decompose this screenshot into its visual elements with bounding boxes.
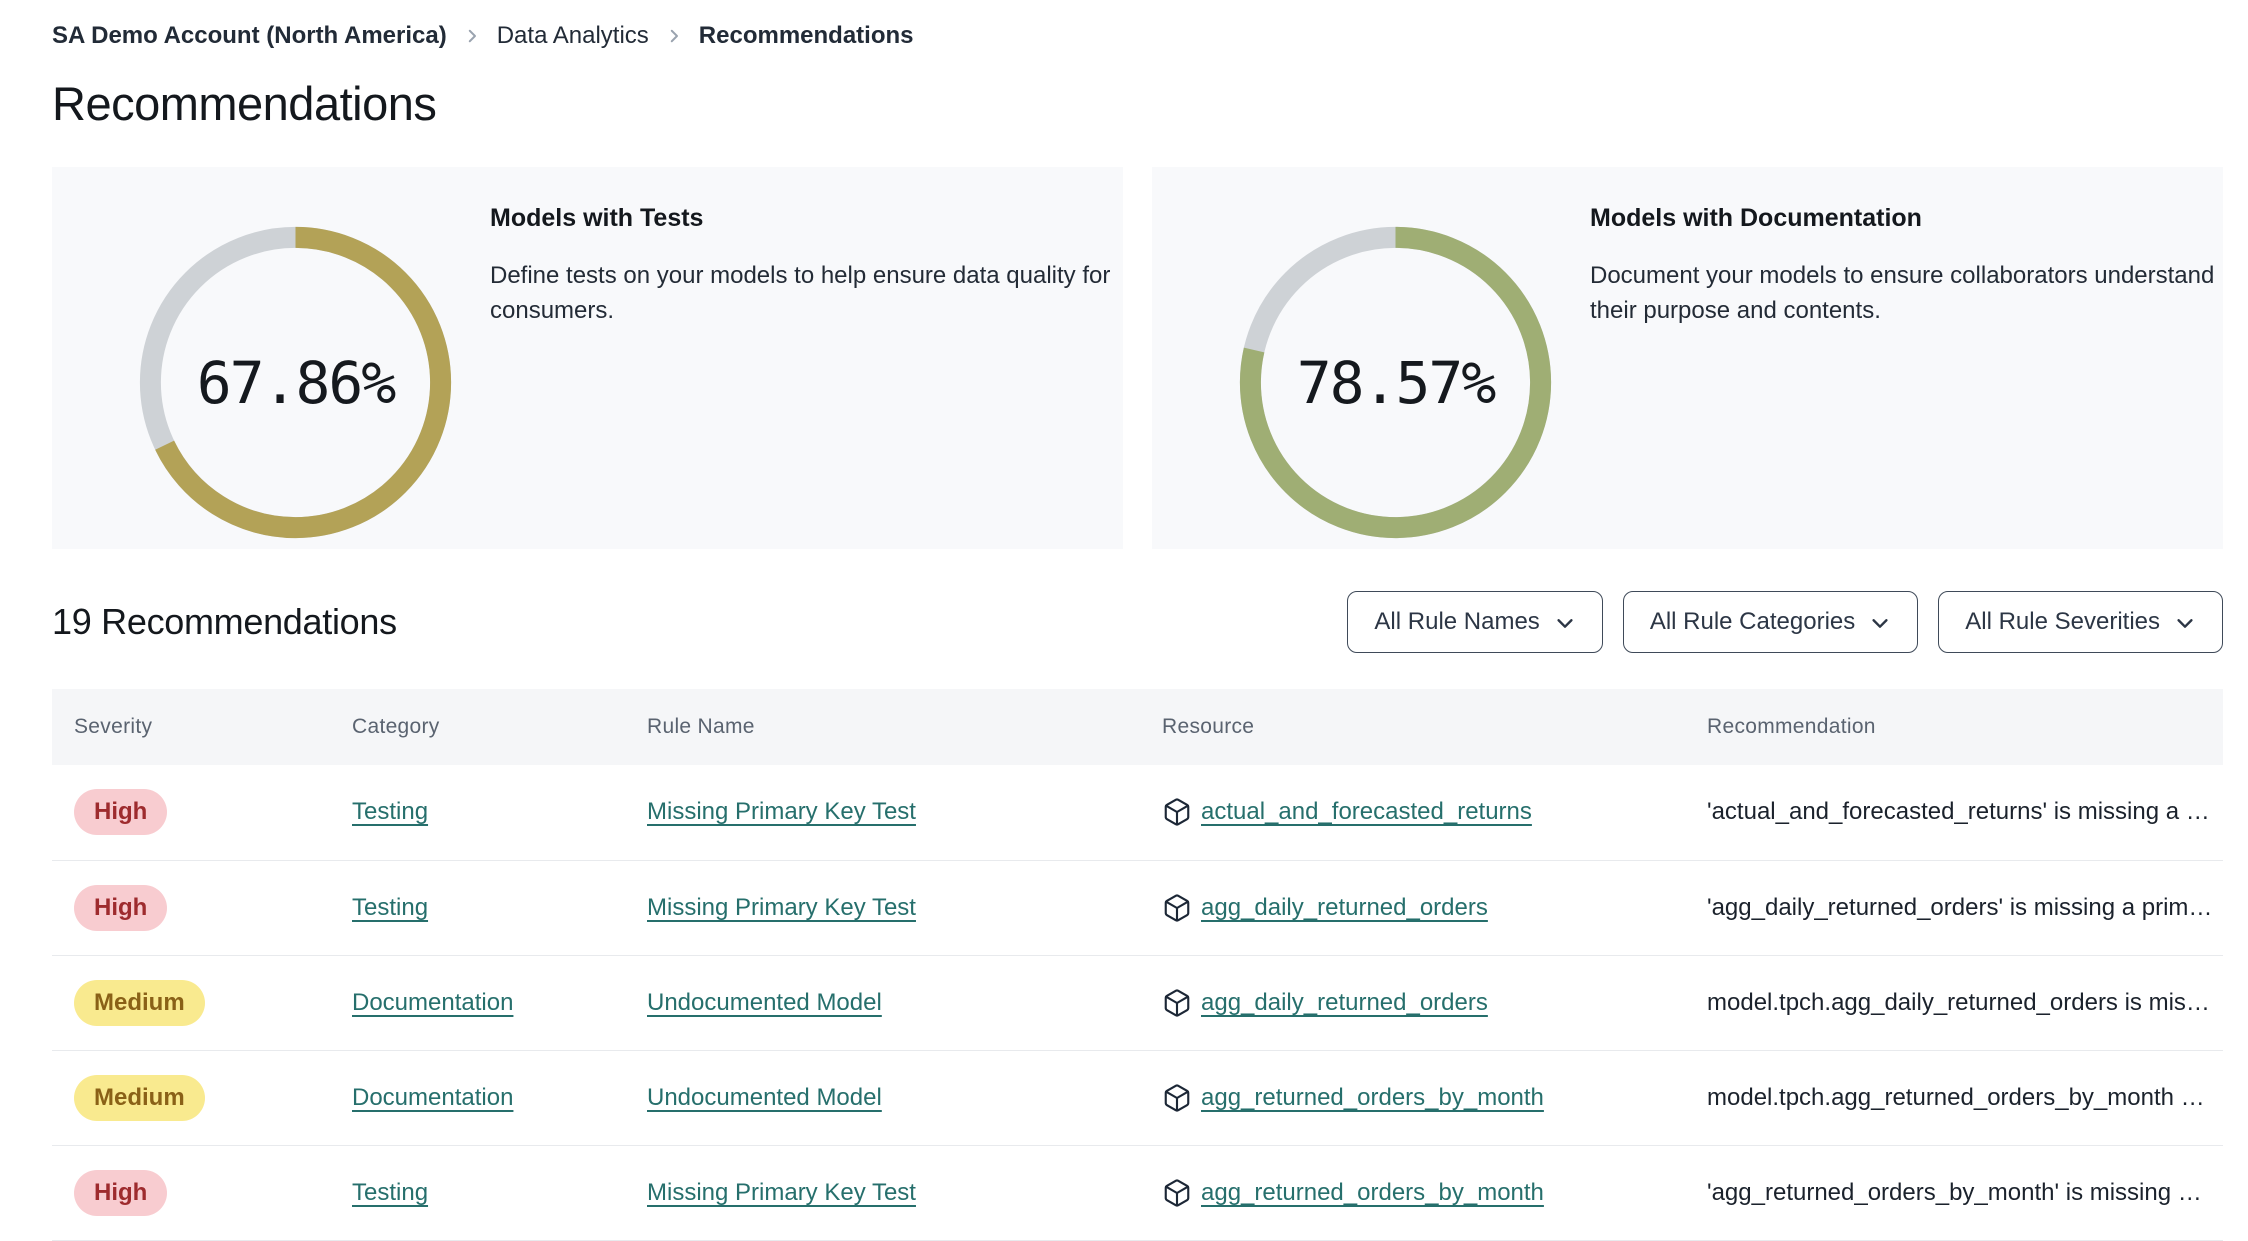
table-header-row: Severity Category Rule Name Resource Rec…: [52, 689, 2223, 765]
rule-name-link[interactable]: Missing Primary Key Test: [647, 798, 916, 826]
rule-name-link[interactable]: Missing Primary Key Test: [647, 893, 916, 921]
rule-categories-filter-label: All Rule Categories: [1649, 608, 1856, 635]
recommendations-count-title: 19 Recommendations: [52, 601, 397, 642]
recommendations-table: Severity Category Rule Name Resource Rec…: [52, 689, 2223, 1241]
breadcrumb-current: Recommendations: [698, 22, 914, 49]
column-header-resource: Resource: [1162, 715, 1255, 738]
model-cube-icon: [1164, 988, 1190, 1017]
column-header-recommendation: Recommendation: [1707, 715, 1876, 738]
severity-badge: High: [74, 1169, 168, 1216]
rule-severities-filter-label: All Rule Severities: [1965, 608, 2160, 635]
metric-cards: 67.86% Models with Tests Define tests on…: [52, 167, 2223, 549]
severity-badge: Medium: [74, 979, 205, 1026]
chevron-down-icon: [2177, 619, 2193, 628]
column-header-rule-name: Rule Name: [647, 715, 755, 738]
tests-card-title: Models with Tests: [490, 204, 704, 232]
resource-link[interactable]: agg_returned_orders_by_month: [1201, 1178, 1544, 1206]
documentation-card-description: Document your models to ensure collabora…: [1590, 262, 2215, 324]
severity-badge: High: [74, 789, 168, 836]
recommendation-text: 'actual_and_forecasted_returns' is missi…: [1707, 798, 2210, 826]
column-header-severity: Severity: [74, 715, 153, 738]
recommendation-text: model.tpch.agg_returned_orders_by_month …: [1707, 1083, 2205, 1111]
table-row: High Testing Missing Primary Key Test ag…: [52, 1145, 2223, 1240]
resource-link[interactable]: agg_returned_orders_by_month: [1201, 1083, 1544, 1111]
rule-name-link[interactable]: Missing Primary Key Test: [647, 1178, 916, 1206]
table-row: High Testing Missing Primary Key Test ac…: [52, 765, 2223, 860]
column-header-category: Category: [352, 715, 440, 738]
filter-bar: All Rule Names All Rule Categories All R…: [1347, 591, 2223, 653]
severity-badge: High: [74, 884, 168, 931]
table-row: Medium Documentation Undocumented Model …: [52, 955, 2223, 1050]
documentation-card-title: Models with Documentation: [1590, 204, 1922, 232]
model-cube-icon: [1164, 798, 1190, 826]
breadcrumb-project[interactable]: Data Analytics: [496, 22, 649, 49]
model-cube-icon: [1164, 1178, 1190, 1207]
severity-badge: Medium: [74, 1074, 205, 1121]
table-row: Medium Documentation Undocumented Model …: [52, 1050, 2223, 1145]
rule-categories-filter-dropdown[interactable]: All Rule Categories: [1622, 591, 1919, 653]
chevron-right-icon: [665, 27, 683, 45]
breadcrumb: SA Demo Account (North America) Data Ana…: [52, 0, 2223, 50]
rule-name-link[interactable]: Undocumented Model: [647, 988, 882, 1016]
chevron-down-icon: [1557, 619, 1573, 628]
model-cube-icon: [1164, 1083, 1190, 1112]
models-with-tests-card: 67.86% Models with Tests Define tests on…: [52, 167, 1123, 549]
tests-card-description: Define tests on your models to help ensu…: [490, 262, 1111, 324]
recommendation-text: 'agg_returned_orders_by_month' is missin…: [1707, 1178, 2202, 1206]
rule-names-filter-label: All Rule Names: [1374, 608, 1540, 635]
category-link[interactable]: Testing: [352, 1178, 429, 1206]
rule-severities-filter-dropdown[interactable]: All Rule Severities: [1938, 591, 2223, 653]
tests-donut-chart: 67.86%: [138, 225, 453, 540]
recommendation-text: 'agg_daily_returned_orders' is missing a…: [1707, 893, 2213, 921]
rule-names-filter-dropdown[interactable]: All Rule Names: [1347, 591, 1603, 653]
page-title: Recommendations: [52, 77, 437, 130]
chevron-down-icon: [1872, 619, 1888, 628]
rule-name-link[interactable]: Undocumented Model: [647, 1083, 882, 1111]
model-cube-icon: [1164, 893, 1190, 922]
resource-link[interactable]: actual_and_forecasted_returns: [1201, 798, 1532, 826]
category-link[interactable]: Testing: [352, 798, 429, 826]
models-with-documentation-card: 78.57% Models with Documentation Documen…: [1152, 167, 2223, 549]
resource-link[interactable]: agg_daily_returned_orders: [1201, 988, 1488, 1016]
documentation-percent-value: 78.57%: [1296, 348, 1497, 417]
tests-percent-value: 67.86%: [196, 348, 397, 417]
category-link[interactable]: Testing: [352, 893, 429, 921]
recommendation-text: model.tpch.agg_daily_returned_orders is …: [1707, 988, 2210, 1016]
documentation-donut-chart: 78.57%: [1238, 225, 1553, 540]
category-link[interactable]: Documentation: [352, 988, 514, 1016]
resource-link[interactable]: agg_daily_returned_orders: [1201, 893, 1488, 921]
breadcrumb-account[interactable]: SA Demo Account (North America): [52, 22, 447, 49]
table-row: High Testing Missing Primary Key Test ag…: [52, 860, 2223, 955]
chevron-right-icon: [463, 27, 481, 45]
category-link[interactable]: Documentation: [352, 1083, 514, 1111]
